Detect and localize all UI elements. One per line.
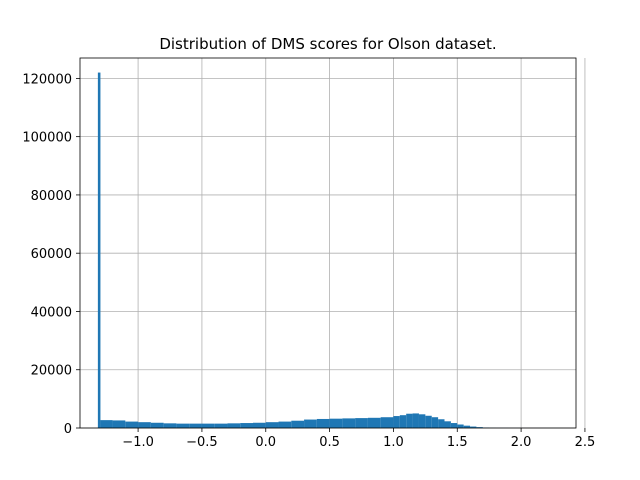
histogram-bar [304, 419, 317, 428]
y-tick-label: 20000 [31, 364, 72, 379]
y-tick-label: 100000 [22, 131, 72, 146]
histogram-bar [176, 423, 190, 428]
histogram-bar [214, 423, 228, 428]
histogram-bar [406, 413, 413, 428]
histogram-bar [418, 414, 426, 428]
histogram-bar [470, 426, 477, 428]
histogram-bar [431, 417, 439, 428]
histogram-bar [201, 423, 215, 428]
histogram-bar [125, 421, 139, 428]
histogram-bar [227, 423, 241, 428]
histogram-bars [97, 72, 564, 429]
histogram-bar [393, 416, 400, 428]
histogram-bar [450, 423, 458, 428]
histogram-bar [100, 420, 113, 428]
x-tick-label: 0.5 [319, 435, 340, 450]
histogram-bar [412, 413, 419, 428]
y-tick-label: 120000 [22, 72, 72, 87]
histogram-bar [425, 415, 432, 428]
histogram-bar [444, 421, 451, 428]
x-tick-label: 2.0 [511, 435, 532, 450]
histogram-bar [138, 422, 151, 428]
y-tick-label: 60000 [31, 247, 72, 262]
x-axis: −1.0 −0.5 0.0 0.5 1.0 1.5 2.0 2.5 [122, 428, 595, 450]
histogram-bar [380, 417, 394, 428]
histogram-bar [252, 422, 266, 428]
histogram-bar [463, 425, 471, 428]
histogram-bar [291, 420, 305, 428]
histogram-bar [438, 419, 445, 428]
histogram-bar [189, 423, 202, 428]
histogram-bar [240, 423, 253, 428]
chart-title: Distribution of DMS scores for Olson dat… [159, 35, 496, 53]
histogram-bar [329, 418, 343, 428]
histogram-bar [399, 415, 407, 428]
histogram-bar [97, 72, 101, 429]
histogram-bar [150, 422, 164, 428]
y-axis: 0 20000 40000 60000 80000 100000 120000 [22, 72, 80, 437]
y-tick-label: 0 [64, 422, 72, 437]
histogram-bar [265, 422, 279, 428]
y-tick-label: 80000 [31, 189, 72, 204]
x-tick-label: 0.0 [255, 435, 276, 450]
x-tick-label: 1.0 [383, 435, 404, 450]
x-tick-label: −1.0 [122, 435, 154, 450]
y-tick-label: 40000 [31, 305, 72, 320]
histogram-bar [367, 417, 381, 428]
histogram-bar [278, 421, 292, 428]
plot-frame [79, 57, 577, 429]
x-tick-label: 1.5 [447, 435, 468, 450]
x-tick-label: −0.5 [186, 435, 218, 450]
histogram-bar [163, 423, 177, 428]
plot-background [80, 58, 576, 428]
histogram-bar [476, 427, 483, 428]
histogram-bar [457, 424, 464, 428]
x-tick-label: 2.5 [575, 435, 596, 450]
histogram-bar [316, 418, 330, 428]
plot-area [79, 57, 586, 429]
histogram-bar [355, 418, 368, 428]
histogram-bar [342, 418, 356, 428]
histogram-bar [112, 420, 126, 428]
